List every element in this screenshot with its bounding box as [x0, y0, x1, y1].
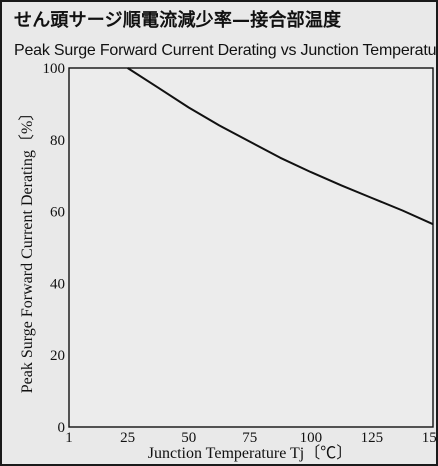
chart-title-en: Peak Surge Forward Current Derating vs J…: [14, 42, 438, 59]
x-tick-label: 150: [422, 430, 438, 446]
y-tick-label: 100: [43, 61, 66, 77]
y-tick-label: 0: [58, 420, 66, 436]
y-tick-label: 20: [50, 348, 65, 364]
plot-area: [68, 67, 434, 428]
series-line: [127, 67, 434, 226]
plot-background: [69, 68, 433, 427]
x-tick-label: 50: [181, 430, 196, 446]
x-axis-title: Junction Temperature Tj〔℃〕: [148, 444, 352, 462]
y-tick-label: 40: [50, 276, 65, 292]
chart-title-jp: せん頭サージ順電流減少率—接合部温度: [14, 10, 342, 31]
y-tick-label: 80: [50, 133, 65, 149]
x-tick-label: 25: [120, 430, 135, 446]
x-tick-label: 100: [300, 430, 323, 446]
y-tick-label: 60: [50, 205, 65, 221]
plot-border: [68, 67, 434, 428]
x-tick-label: 75: [242, 430, 257, 446]
y-tick-labels: 0 20 40 60 80 100: [43, 61, 66, 436]
y-axis-title: Peak Surge Forward Current Derating〔%〕: [18, 105, 36, 394]
x-tick-label: 1: [65, 430, 73, 446]
series-layer: [127, 67, 434, 226]
x-tick-label: 125: [361, 430, 384, 446]
